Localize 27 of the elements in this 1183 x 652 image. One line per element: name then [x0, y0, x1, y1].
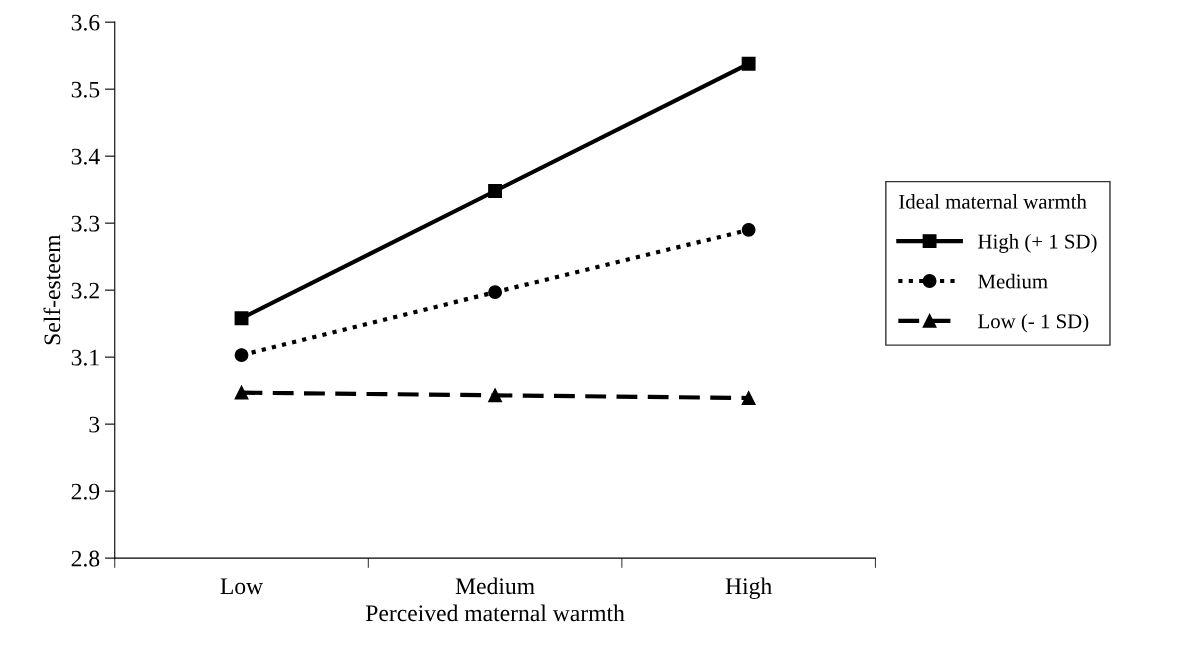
legend-label: Medium: [978, 273, 1048, 289]
point: [488, 285, 503, 300]
legend-label: Low (- 1 SD): [978, 313, 1089, 333]
y-tick-label: 3.6: [71, 14, 100, 31]
y-tick-label: 3.5: [71, 81, 100, 98]
point: [741, 56, 756, 71]
x-tick-label: Medium: [455, 577, 535, 595]
y-tick-label: 2.9: [71, 483, 100, 500]
legend-title: Ideal maternal warmth: [899, 194, 1087, 209]
y-tick-label: 3: [89, 416, 100, 433]
point: [741, 222, 756, 237]
x-tick-label: Low: [220, 578, 264, 595]
x-tick-label: High: [725, 577, 772, 600]
point: [234, 348, 249, 363]
y-tick-label: 3.1: [71, 349, 99, 366]
point: [488, 184, 503, 198]
point: [741, 391, 756, 405]
y-tick-label: 3.2: [71, 282, 99, 299]
y-tick-label: 3.3: [71, 215, 100, 232]
legend-label: High (+ 1 SD): [978, 233, 1097, 253]
y-tick-label: 3.4: [71, 148, 100, 165]
y-axis-title: Self-esteem: [43, 234, 61, 345]
y-tick-label: 2.8: [71, 550, 100, 567]
point: [488, 388, 503, 403]
point: [234, 311, 249, 326]
point: [234, 385, 249, 400]
x-axis-title: Perceived maternal warmth: [365, 604, 625, 622]
